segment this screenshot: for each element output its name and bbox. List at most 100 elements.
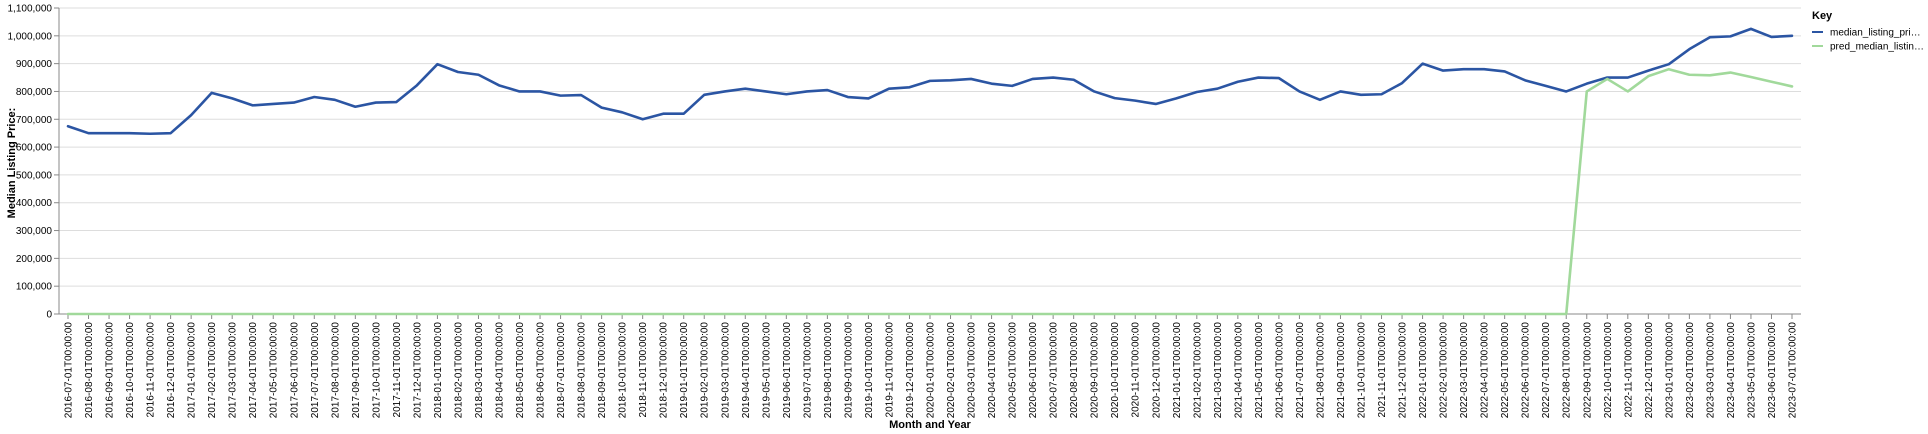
x-tick-label: 2017-01-01T00:00:00	[187, 322, 198, 419]
x-tick-label: 2016-11-01T00:00:00	[146, 322, 157, 418]
y-tick-label: 700,000	[16, 115, 53, 126]
y-tick-label: 0	[46, 310, 52, 321]
x-tick-label: 2017-04-01T00:00:00	[248, 322, 259, 419]
x-tick-label: 2021-09-01T00:00:00	[1336, 322, 1347, 419]
x-tick-label: 2021-04-01T00:00:00	[1233, 322, 1244, 419]
x-tick-label: 2021-10-01T00:00:00	[1357, 322, 1368, 419]
x-tick-label: 2018-02-01T00:00:00	[453, 322, 464, 419]
y-tick-label: 1,000,000	[8, 31, 53, 42]
x-tick-label: 2018-07-01T00:00:00	[556, 322, 567, 419]
x-tick-label: 2022-12-01T00:00:00	[1644, 322, 1655, 419]
x-tick-label: 2020-10-01T00:00:00	[1110, 322, 1121, 419]
x-tick-label: 2017-05-01T00:00:00	[269, 322, 280, 419]
x-tick-label: 2020-05-01T00:00:00	[1008, 322, 1019, 419]
x-tick-label: 2017-07-01T00:00:00	[310, 322, 321, 419]
x-tick-label: 2021-06-01T00:00:00	[1274, 322, 1285, 419]
x-tick-label: 2023-07-01T00:00:00	[1788, 322, 1799, 419]
y-tick-label: 900,000	[16, 59, 53, 70]
axes	[58, 8, 1801, 315]
x-tick-label: 2019-05-01T00:00:00	[761, 322, 772, 419]
x-tick-label: 2022-11-01T00:00:00	[1623, 322, 1634, 418]
x-tick-label: 2016-07-01T00:00:00	[64, 322, 75, 419]
legend-items: median_listing_pri… pred_median_listin…	[1812, 28, 1924, 53]
x-tick-label: 2017-02-01T00:00:00	[207, 322, 218, 419]
x-tick-label: 2019-06-01T00:00:00	[782, 322, 793, 419]
x-tick-label: 2020-03-01T00:00:00	[967, 322, 978, 419]
x-axis-title: Month and Year	[889, 419, 971, 431]
legend-label: median_listing_pri…	[1830, 28, 1921, 39]
x-tick-label: 2018-10-01T00:00:00	[618, 322, 629, 419]
x-tick-label: 2016-12-01T00:00:00	[166, 322, 177, 419]
x-tick-label: 2022-08-01T00:00:00	[1562, 322, 1573, 419]
x-tick-label: 2019-02-01T00:00:00	[700, 322, 711, 419]
x-tick-label: 2020-02-01T00:00:00	[946, 322, 957, 419]
y-tick-label: 800,000	[16, 87, 53, 98]
x-tick-label: 2021-05-01T00:00:00	[1254, 322, 1265, 419]
x-tick-label: 2017-11-01T00:00:00	[392, 322, 403, 418]
x-tick-label: 2019-07-01T00:00:00	[802, 322, 813, 419]
x-tick-label: 2021-02-01T00:00:00	[1192, 322, 1203, 419]
x-tick-label: 2017-09-01T00:00:00	[351, 322, 362, 419]
x-tick-label: 2016-09-01T00:00:00	[105, 322, 116, 419]
y-tick-label: 300,000	[16, 226, 53, 237]
x-tick-label: 2020-12-01T00:00:00	[1151, 322, 1162, 419]
x-tick-label: 2018-11-01T00:00:00	[638, 322, 649, 418]
x-tick-label: 2019-08-01T00:00:00	[823, 322, 834, 419]
y-tick-label: 1,100,000	[8, 4, 53, 15]
x-tick-label: 2022-01-01T00:00:00	[1418, 322, 1429, 419]
x-tick-label: 2018-05-01T00:00:00	[515, 322, 526, 419]
x-tick-label: 2018-06-01T00:00:00	[536, 322, 547, 419]
y-tick-label: 100,000	[16, 282, 53, 293]
x-tick-label: 2017-06-01T00:00:00	[289, 322, 300, 419]
x-tick-label: 2020-08-01T00:00:00	[1069, 322, 1080, 419]
y-tick-label: 500,000	[16, 170, 53, 181]
x-tick-label: 2020-07-01T00:00:00	[1049, 322, 1060, 419]
x-tick-label: 2018-01-01T00:00:00	[433, 322, 444, 419]
x-tick-label: 2023-02-01T00:00:00	[1685, 322, 1696, 419]
x-tick-label: 2020-09-01T00:00:00	[1090, 322, 1101, 419]
x-tick-label: 2021-03-01T00:00:00	[1213, 322, 1224, 419]
x-axis-ticks: 2016-07-01T00:00:00 2016-08-01T00:00:00 20…	[64, 314, 1799, 418]
x-tick-label: 2018-12-01T00:00:00	[659, 322, 670, 419]
x-tick-label: 2019-10-01T00:00:00	[864, 322, 875, 419]
legend: Key median_listing_pri… pred_median_listi…	[1812, 10, 1924, 53]
x-tick-label: 2023-03-01T00:00:00	[1705, 322, 1716, 419]
x-tick-label: 2023-01-01T00:00:00	[1664, 322, 1675, 419]
x-tick-label: 2022-06-01T00:00:00	[1521, 322, 1532, 419]
x-tick-label: 2023-04-01T00:00:00	[1726, 322, 1737, 419]
y-tick-label: 600,000	[16, 143, 53, 154]
x-tick-label: 2022-10-01T00:00:00	[1603, 322, 1614, 419]
x-tick-label: 2019-09-01T00:00:00	[843, 322, 854, 419]
x-tick-label: 2021-01-01T00:00:00	[1172, 322, 1183, 419]
x-tick-label: 2022-03-01T00:00:00	[1459, 322, 1470, 419]
x-tick-label: 2021-12-01T00:00:00	[1398, 322, 1409, 419]
x-tick-label: 2018-09-01T00:00:00	[597, 322, 608, 419]
gridlines	[59, 7, 1801, 315]
x-tick-label: 2019-03-01T00:00:00	[720, 322, 731, 419]
x-tick-label: 2023-05-01T00:00:00	[1746, 322, 1757, 419]
x-tick-label: 2017-10-01T00:00:00	[371, 322, 382, 419]
x-tick-label: 2017-12-01T00:00:00	[412, 322, 423, 419]
x-tick-label: 2020-01-01T00:00:00	[926, 322, 937, 419]
y-tick-label: 200,000	[16, 254, 53, 265]
x-tick-label: 2017-03-01T00:00:00	[228, 322, 239, 419]
x-tick-label: 2019-01-01T00:00:00	[679, 322, 690, 419]
y-axis-ticks: 0 100,000 200,000 300,000 400,000 500,000 600,…	[8, 4, 59, 321]
x-tick-label: 2022-09-01T00:00:00	[1582, 322, 1593, 419]
x-tick-label: 2021-08-01T00:00:00	[1315, 322, 1326, 419]
x-tick-label: 2022-02-01T00:00:00	[1439, 322, 1450, 419]
x-tick-label: 2020-04-01T00:00:00	[987, 322, 998, 419]
x-tick-label: 2021-07-01T00:00:00	[1295, 322, 1306, 419]
x-tick-label: 2022-05-01T00:00:00	[1500, 322, 1511, 419]
x-tick-label: 2022-07-01T00:00:00	[1541, 322, 1552, 419]
legend-label: pred_median_listin…	[1830, 42, 1924, 53]
x-tick-label: 2020-11-01T00:00:00	[1131, 322, 1142, 418]
x-tick-label: 2018-03-01T00:00:00	[474, 322, 485, 419]
x-tick-label: 2023-06-01T00:00:00	[1767, 322, 1778, 419]
x-tick-label: 2018-04-01T00:00:00	[495, 322, 506, 419]
x-tick-label: 2019-04-01T00:00:00	[741, 322, 752, 419]
series-line-0	[66, 27, 1794, 136]
y-tick-label: 400,000	[16, 198, 53, 209]
y-axis-title: Median Listing Price:	[6, 108, 18, 219]
